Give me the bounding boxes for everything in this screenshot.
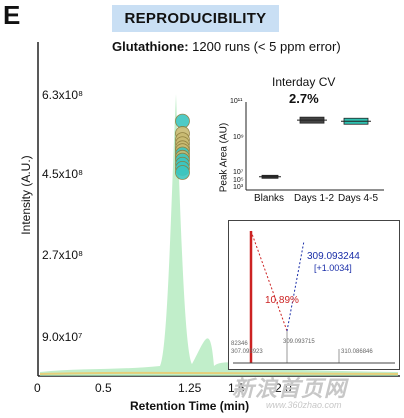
box-blanks bbox=[259, 174, 281, 179]
panel-letter: E bbox=[3, 0, 21, 30]
isotope-ratio-label: 10.89% bbox=[265, 295, 299, 306]
minor-label: 82346 bbox=[231, 341, 248, 347]
inset-y-tick: 10⁷ bbox=[233, 169, 244, 176]
scatter-point bbox=[175, 113, 190, 129]
isotope-spectrum-inset: 309.093244 [+1.0034] 10.89% 82346 307.09… bbox=[228, 220, 400, 370]
inset-y-tick: 10¹¹ bbox=[230, 98, 243, 105]
inset-y-tick: 10⁹ bbox=[233, 134, 244, 141]
inset-cv-value: 2.7% bbox=[289, 91, 319, 106]
minor-label: 310.086846 bbox=[341, 349, 373, 355]
inset-y-tick: 10⁵ bbox=[233, 177, 244, 184]
ratio-connector-blue bbox=[286, 240, 305, 332]
y-tick-label: 2.7x10⁸ bbox=[42, 248, 84, 262]
inset-y-tick: 10³ bbox=[233, 184, 244, 191]
subtitle: Glutathione: 1200 runs (< 5 ppm error) bbox=[112, 39, 341, 54]
x-tick-label: 1.5 bbox=[228, 381, 245, 395]
inset-title: Interday CV bbox=[272, 75, 336, 89]
box-days-1-2 bbox=[297, 116, 327, 124]
scatter-point bbox=[175, 165, 190, 180]
interday-cv-inset: Interday CV 2.7% Peak Area (AU) 10¹¹ 10⁹… bbox=[212, 72, 392, 217]
minor-label: 309.093715 bbox=[283, 339, 315, 345]
baseline-trace bbox=[39, 371, 399, 375]
y-tick-label: 6.3x10⁸ bbox=[42, 88, 84, 102]
inset-x-tick: Blanks bbox=[254, 193, 285, 204]
x-tick-label: 1.25 bbox=[178, 381, 202, 395]
scatter-points bbox=[175, 113, 190, 180]
banner-title: REPRODUCIBILITY bbox=[112, 5, 279, 32]
ratio-connector-red bbox=[250, 230, 288, 332]
y-tick-label: 4.5x10⁸ bbox=[42, 167, 84, 181]
watermark-logo: 新浪首页网 bbox=[232, 376, 348, 401]
peak-shift-label: [+1.0034] bbox=[314, 263, 352, 273]
inset-box-plot bbox=[245, 102, 384, 191]
subtitle-compound: Glutathione: bbox=[112, 39, 189, 54]
peak-mz-label: 309.093244 bbox=[307, 251, 360, 262]
inset-boxes bbox=[259, 116, 371, 179]
box-days-4-5 bbox=[341, 117, 371, 125]
inset-x-tick: Days 4-5 bbox=[338, 193, 379, 204]
inset-x-tick: Days 1-2 bbox=[294, 193, 335, 204]
watermark-url: www.360zhao.com bbox=[266, 400, 342, 410]
x-tick-label: 0.5 bbox=[95, 381, 112, 395]
y-tick-label: 9.0x10⁷ bbox=[42, 330, 83, 344]
x-tick-label: 0 bbox=[34, 381, 41, 395]
x-axis-label: Retention Time (min) bbox=[130, 399, 250, 413]
minor-label: 307.093923 bbox=[231, 349, 263, 355]
subtitle-detail: 1200 runs (< 5 ppm error) bbox=[192, 39, 341, 54]
isotope-spectrum-plot: 309.093244 [+1.0034] 10.89% 82346 307.09… bbox=[231, 230, 395, 364]
x-tick-label: 2.0 bbox=[275, 381, 292, 395]
